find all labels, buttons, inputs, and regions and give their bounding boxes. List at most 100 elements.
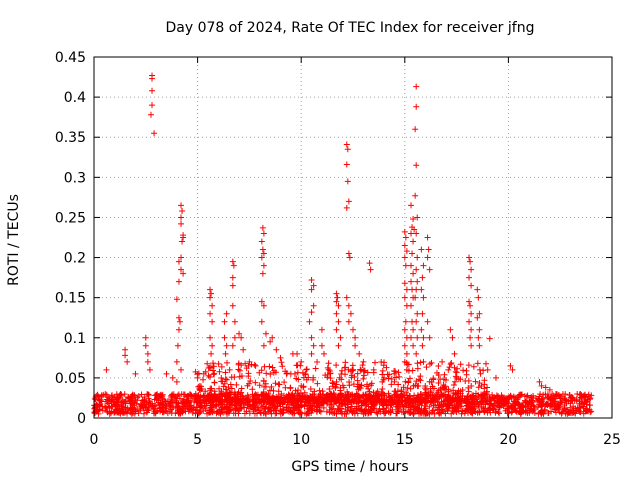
- roti-point: [402, 318, 409, 325]
- roti-point: [577, 394, 584, 401]
- roti-point: [266, 363, 273, 370]
- roti-point: [476, 379, 483, 386]
- roti-point: [229, 258, 236, 265]
- roti-point: [152, 392, 159, 399]
- data-points: [91, 72, 595, 417]
- roti-point: [516, 391, 523, 398]
- y-axis-label: ROTI / TECUs: [6, 194, 22, 286]
- roti-point: [586, 396, 593, 403]
- roti-point: [195, 383, 202, 390]
- roti-point: [402, 262, 409, 269]
- roti-point: [142, 334, 149, 341]
- roti-point: [434, 392, 441, 399]
- roti-point: [468, 310, 475, 317]
- roti-point: [474, 314, 481, 321]
- roti-point: [500, 397, 507, 404]
- roti-point: [257, 409, 264, 416]
- roti-point: [221, 318, 228, 325]
- roti-point: [405, 379, 412, 386]
- roti-point: [424, 318, 431, 325]
- roti-point: [401, 280, 408, 287]
- roti-point: [143, 401, 150, 408]
- roti-point: [430, 407, 437, 414]
- roti-point: [142, 342, 149, 349]
- roti-point: [223, 310, 230, 317]
- roti-point: [238, 334, 245, 341]
- roti-point: [408, 262, 415, 269]
- roti-point: [381, 410, 388, 417]
- roti-point: [178, 366, 185, 373]
- roti-point: [324, 398, 331, 405]
- roti-point: [249, 391, 256, 398]
- roti-point: [528, 399, 535, 406]
- roti-point: [182, 408, 189, 415]
- roti-point: [343, 141, 350, 148]
- roti-point: [209, 367, 216, 374]
- y-tick-label: 0.05: [55, 371, 86, 387]
- roti-point: [413, 103, 420, 110]
- roti-point: [413, 350, 420, 357]
- roti-point: [482, 360, 489, 367]
- roti-point: [423, 364, 430, 371]
- roti-point: [487, 409, 494, 416]
- roti-point: [211, 370, 218, 377]
- roti-point: [396, 373, 403, 380]
- roti-point: [204, 360, 211, 367]
- roti-point: [437, 376, 444, 383]
- roti-point: [295, 409, 302, 416]
- roti-point: [302, 370, 309, 377]
- roti-point: [303, 366, 310, 373]
- roti-point: [301, 410, 308, 417]
- roti-point: [441, 371, 448, 378]
- roti-point: [354, 410, 361, 417]
- roti-point: [145, 407, 152, 414]
- roti-point: [478, 403, 485, 410]
- roti-point: [420, 358, 427, 365]
- roti-point: [230, 262, 237, 269]
- roti-point: [320, 350, 327, 357]
- roti-point: [356, 350, 363, 357]
- roti-point: [307, 386, 314, 393]
- roti-point: [376, 397, 383, 404]
- roti-point: [448, 359, 455, 366]
- chart-title: Day 078 of 2024, Rate Of TEC Index for r…: [166, 20, 535, 36]
- roti-point: [260, 391, 267, 398]
- roti-point: [310, 376, 317, 383]
- roti-point: [210, 371, 217, 378]
- roti-point: [417, 410, 424, 417]
- roti-point: [435, 363, 442, 370]
- x-tick-label: 0: [90, 432, 99, 448]
- roti-point: [208, 350, 215, 357]
- roti-point: [507, 403, 514, 410]
- y-tick-label: 0.2: [64, 251, 86, 267]
- roti-point: [175, 258, 182, 265]
- roti-point: [294, 369, 301, 376]
- roti-point: [338, 376, 345, 383]
- roti-point: [95, 396, 102, 403]
- roti-point: [356, 384, 363, 391]
- roti-point: [229, 274, 236, 281]
- roti-point: [246, 410, 253, 417]
- roti-point: [393, 391, 400, 398]
- roti-point: [326, 402, 333, 409]
- roti-point: [203, 395, 210, 402]
- roti-point: [252, 392, 259, 399]
- roti-point: [459, 408, 466, 415]
- roti-point: [190, 404, 197, 411]
- roti-point: [375, 396, 382, 403]
- roti-point: [159, 401, 166, 408]
- roti-point: [277, 407, 284, 414]
- roti-point: [216, 398, 223, 405]
- roti-point: [277, 395, 284, 402]
- roti-point: [418, 326, 425, 333]
- roti-point: [476, 342, 483, 349]
- roti-point: [329, 383, 336, 390]
- roti-point: [261, 363, 268, 370]
- roti-point: [138, 391, 145, 398]
- roti-point: [403, 286, 410, 293]
- roti-point: [581, 392, 588, 399]
- x-axis-label: GPS time / hours: [291, 459, 408, 475]
- roti-point: [158, 392, 165, 399]
- roti-point: [352, 334, 359, 341]
- roti-point: [421, 407, 428, 414]
